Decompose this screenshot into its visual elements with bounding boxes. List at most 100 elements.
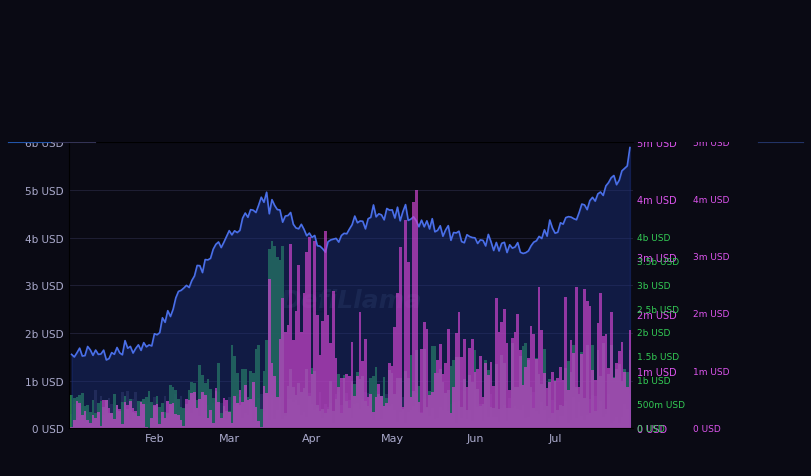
Bar [260,395,263,428]
Bar [447,329,449,428]
Bar [439,369,441,428]
Bar [546,406,548,428]
Bar [370,378,372,428]
Bar [556,423,559,428]
Bar [321,418,324,428]
Bar [591,370,594,428]
Bar [172,387,174,428]
Bar [562,416,564,428]
Bar [166,401,169,428]
Bar [234,356,236,428]
Bar [94,413,97,428]
Bar [404,371,407,428]
Bar [324,232,327,428]
Bar [148,391,150,428]
Bar [380,419,383,428]
Bar [298,266,300,428]
Bar [426,407,428,428]
Bar [204,411,207,428]
Bar [121,402,124,428]
Text: 4b USD: 4b USD [637,234,670,242]
Bar [356,377,358,428]
Bar [396,378,399,428]
Bar [362,376,364,428]
Bar [241,369,244,428]
Bar [150,402,153,428]
Bar [449,413,453,428]
Bar [294,312,298,428]
Bar [169,385,172,428]
Bar [490,394,492,428]
Bar [188,408,191,428]
Bar [629,330,631,428]
Bar [506,421,508,428]
Bar [441,374,444,428]
Bar [426,408,428,428]
Bar [185,404,188,428]
Bar [321,409,324,428]
Bar [415,191,418,428]
Text: Price: Price [227,22,253,32]
Bar [201,392,204,428]
Bar [292,387,294,428]
Bar [199,399,201,428]
Bar [335,399,337,428]
Bar [286,325,290,428]
Bar [286,399,290,428]
Bar [527,358,530,428]
Bar [410,355,412,428]
Bar [428,416,431,428]
Bar [319,411,321,428]
Bar [89,412,92,428]
Bar [244,385,247,428]
Bar [94,391,97,428]
Text: 3m USD: 3m USD [693,253,730,261]
Text: TVL: TVL [19,22,39,32]
Bar [573,397,575,428]
Bar [570,340,573,428]
Bar [207,418,209,428]
Bar [500,322,503,428]
Bar [238,390,241,428]
Bar [591,395,594,428]
Bar [492,417,495,428]
Bar [581,416,583,428]
Bar [618,423,620,428]
Bar [86,412,89,428]
Bar [420,349,423,428]
Bar [577,402,581,428]
Bar [110,404,113,428]
Text: Commits: Commits [126,56,172,66]
Bar [350,342,354,428]
Bar [129,399,131,428]
Bar [482,421,484,428]
Bar [89,419,92,428]
Bar [150,419,153,428]
Bar [495,364,498,428]
Bar [418,412,420,428]
Bar [527,417,530,428]
Bar [217,363,220,428]
Bar [121,424,124,428]
Bar [431,393,434,428]
Bar [139,402,143,428]
Bar [195,407,199,428]
Bar [247,416,249,428]
Bar [461,357,463,428]
Bar [311,375,313,428]
Bar [337,374,340,428]
Bar [276,258,279,428]
Bar [517,387,519,428]
Bar [474,372,476,428]
Bar [81,406,84,428]
Bar [423,349,426,428]
Bar [412,202,415,428]
Bar [503,364,506,428]
Bar [586,301,589,428]
Text: 2.5b USD: 2.5b USD [637,305,679,314]
Bar [313,241,316,428]
Bar [471,383,474,428]
Bar [428,391,431,428]
Bar [94,418,97,428]
Bar [449,366,453,428]
